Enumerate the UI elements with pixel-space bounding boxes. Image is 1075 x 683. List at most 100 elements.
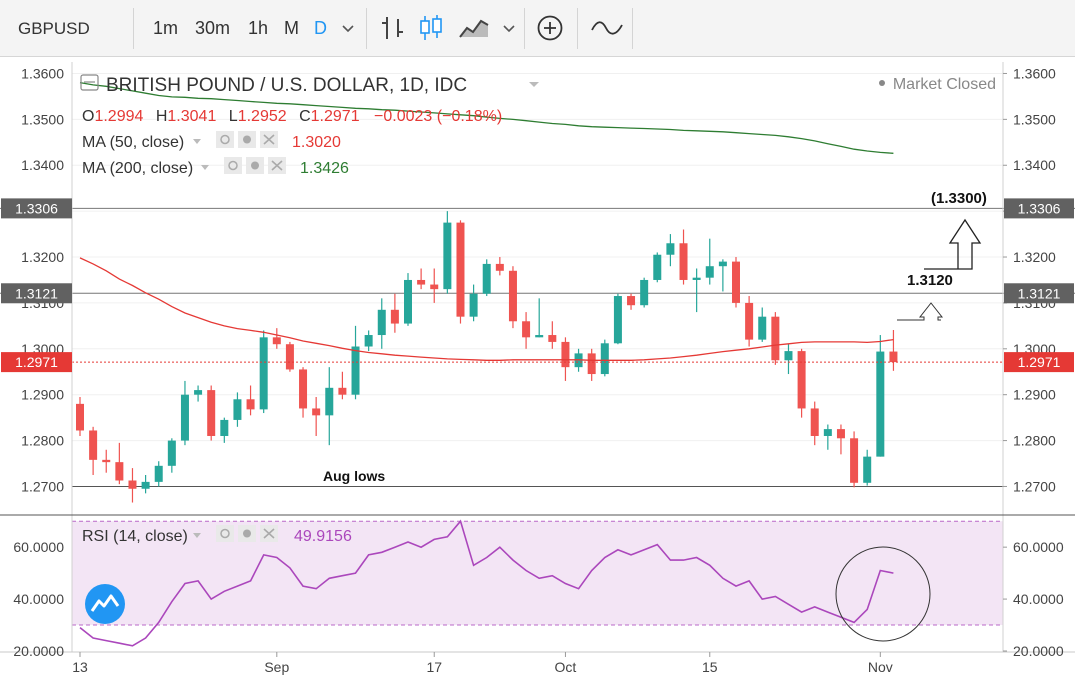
toolbar-divider: [366, 8, 367, 49]
candle-body: [732, 261, 740, 303]
candle-body: [430, 284, 439, 290]
candle-body: [679, 243, 688, 280]
candle-body: [89, 430, 98, 460]
candle-body: [312, 408, 321, 416]
candle-body: [705, 266, 714, 278]
ohlc-open: 1.2994: [94, 108, 143, 125]
title-dropdown-icon[interactable]: [529, 82, 539, 87]
interval-1h-button[interactable]: 1h: [248, 18, 269, 38]
candle-body: [233, 399, 242, 420]
candle-body: [220, 419, 229, 436]
candle-body: [640, 279, 649, 306]
candle-body: [246, 399, 255, 410]
right-price-tick-label: 1.3400: [1013, 157, 1056, 173]
candle-body: [141, 481, 150, 489]
candle-body: [784, 351, 793, 361]
ma50-dropdown-icon[interactable]: [193, 139, 201, 144]
collapse-legend-icon[interactable]: [80, 74, 99, 91]
candle-body: [351, 346, 360, 395]
left-price-tick-label: 1.3400: [21, 157, 64, 173]
market-status: Market Closed: [893, 76, 996, 93]
price-badge: [1, 352, 72, 373]
candle-body: [613, 296, 622, 344]
logo-cloud-icon: [90, 594, 120, 612]
time-axis[interactable]: 13 Sep 17 Oct 15 Nov: [72, 652, 893, 675]
symbol-search[interactable]: GBPUSD: [18, 19, 90, 38]
ma200-line: [79, 81, 894, 154]
aug-lows-label: Aug lows: [323, 468, 385, 484]
interval-day-button[interactable]: D: [314, 18, 327, 38]
compare-wave-icon[interactable]: [590, 18, 624, 38]
annotation-1-3120: 1.3120: [907, 272, 953, 289]
toolbar-divider: [632, 8, 633, 49]
ma200-dropdown-icon[interactable]: [201, 165, 209, 170]
left-price-tick-label: 1.3600: [21, 65, 64, 81]
candle-body: [207, 390, 216, 436]
rsi-left-tick-label: 20.0000: [13, 643, 64, 659]
horizontal-lines: [0, 207, 1075, 487]
time-tick-label: 17: [426, 659, 442, 675]
candle-body: [889, 351, 898, 363]
bars-style-icon[interactable]: [380, 15, 406, 41]
candle-body: [797, 351, 806, 409]
candle-body: [364, 335, 373, 347]
rsi-dropdown-icon[interactable]: [193, 533, 201, 538]
left-price-axis[interactable]: 1.27001.28001.29001.30001.31001.32001.33…: [21, 65, 64, 494]
market-status-dot-icon: [879, 80, 885, 86]
left-price-tick-label: 1.2800: [21, 433, 64, 449]
right-price-tick-label: 1.2900: [1013, 387, 1056, 403]
rsi-value: 49.9156: [294, 528, 352, 545]
interval-month-button[interactable]: M: [284, 18, 299, 38]
candle-body: [850, 438, 859, 483]
candle-body: [390, 309, 399, 324]
price-badge-label: 1.3306: [1018, 200, 1061, 216]
chart-style-dropdown-chevron-icon[interactable]: [502, 22, 516, 36]
right-price-tick-label: 1.2700: [1013, 478, 1056, 494]
ma50-eye-pupil: [220, 134, 230, 145]
candle-body: [299, 369, 308, 409]
ohlc-change: −0.0023 (−0.18%): [374, 108, 502, 125]
price-badge: [1004, 198, 1074, 219]
toolbar: GBPUSD 1m 30m 1h M D: [0, 0, 1075, 57]
left-price-tick-label: 1.3500: [21, 111, 64, 127]
candle-body: [76, 403, 84, 431]
right-price-tick-label: 1.2800: [1013, 433, 1056, 449]
ma50-visibility-eye-icon[interactable]: [216, 131, 234, 148]
left-price-tick-label: 1.2700: [21, 478, 64, 494]
candle-body: [167, 440, 176, 466]
price-axis-labels: 1.3306 1.3306 1.3121 1.3121 1.2971 1.2971: [1, 198, 1074, 373]
toolbar-divider: [524, 8, 525, 49]
chart-title: BRITISH POUND / U.S. DOLLAR, 1D, IDC: [106, 75, 467, 96]
ohlc-close: 1.2971: [311, 108, 360, 125]
time-tick-label: Nov: [868, 659, 893, 675]
interval-dropdown-chevron-icon[interactable]: [341, 22, 355, 36]
annotation-1-3300: (1.3300): [931, 190, 987, 207]
rsi-highlight-circle: [835, 546, 931, 642]
candle-body: [443, 222, 452, 290]
rsi-close-x: [263, 528, 275, 539]
candle-body: [417, 279, 426, 285]
area-style-icon[interactable]: [458, 15, 490, 41]
candle-body: [128, 480, 137, 489]
time-tick-label: Oct: [555, 659, 577, 675]
rsi-visibility-eye-icon[interactable]: [216, 525, 234, 542]
interval-1m-button[interactable]: 1m: [153, 18, 179, 38]
rsi-axis[interactable]: 20.0000 20.0000 40.0000 40.0000 60.0000 60.00…: [13, 539, 1063, 659]
rsi-left-tick-label: 40.0000: [13, 591, 64, 607]
add-indicator-icon[interactable]: [536, 14, 564, 42]
candles: [76, 211, 898, 503]
rsi-gear-shape: [243, 529, 251, 538]
candles-style-icon[interactable]: [418, 14, 444, 42]
candle-body: [810, 408, 819, 436]
time-tick-label: Sep: [264, 659, 289, 675]
interval-30m-button[interactable]: 30m: [195, 18, 231, 38]
ohlc-legend: O1.2994 H1.3041 L1.2952 C1.2971 −0.0023 …: [82, 108, 502, 125]
left-price-tick-label: 1.2900: [21, 387, 64, 403]
candle-body: [102, 459, 111, 463]
ma50-legend-label: MA (50, close): [82, 134, 184, 151]
left-price-tick-label: 1.3200: [21, 249, 64, 265]
ma50-value: 1.3020: [292, 134, 341, 151]
ma200-visibility-eye-icon[interactable]: [224, 157, 242, 174]
right-price-axis[interactable]: 1.27001.28001.29001.30001.31001.32001.33…: [1003, 65, 1056, 494]
gbpusd-chart[interactable]: 1.27001.28001.29001.30001.31001.32001.33…: [0, 57, 1075, 683]
